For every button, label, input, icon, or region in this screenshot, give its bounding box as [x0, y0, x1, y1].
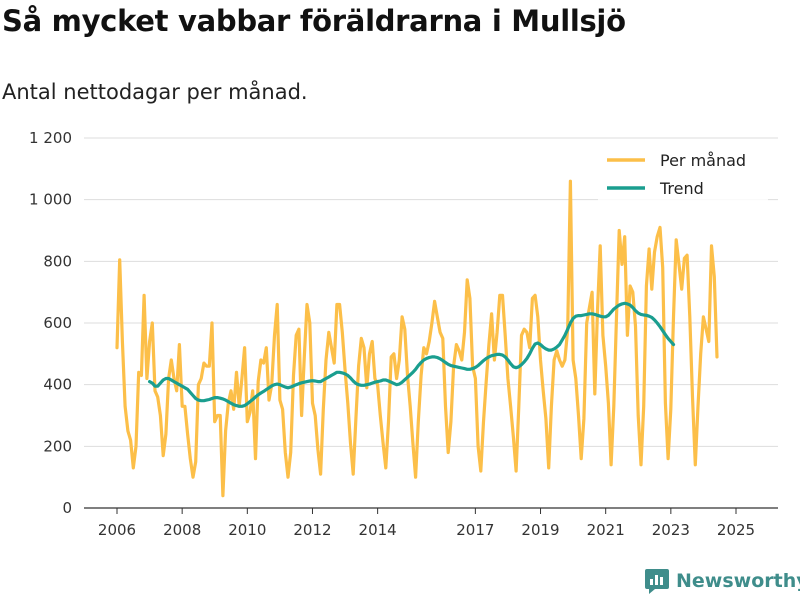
x-tick-label: 2010: [228, 521, 266, 539]
series-trend-line: [148, 301, 676, 408]
x-tick-label: 2025: [717, 521, 755, 539]
x-tick-label: 2023: [652, 521, 690, 539]
x-tick-label: 2012: [293, 521, 331, 539]
newsworthy-logo-icon: [645, 569, 669, 594]
x-tick-label: 2021: [587, 521, 625, 539]
y-tick-label: 800: [43, 252, 72, 270]
x-tick-label: 2008: [163, 521, 201, 539]
x-tick-label: 2019: [521, 521, 559, 539]
x-tick-label: 2017: [456, 521, 494, 539]
y-tick-label: 600: [43, 314, 72, 332]
chart-title: Så mycket vabbar föräldrarna i Mullsjö: [2, 4, 626, 38]
y-tick-label: 1 000: [29, 191, 72, 209]
legend-label-trend: Trend: [659, 179, 704, 198]
x-tick-label: 2006: [98, 521, 136, 539]
chart-subtitle: Antal nettodagar per månad.: [2, 80, 308, 104]
brand-logo: Newsworthy: [644, 568, 800, 594]
y-tick-label: 1 200: [29, 129, 72, 147]
x-tick-label: 2014: [359, 521, 397, 539]
legend-label-per-month: Per månad: [660, 151, 746, 170]
y-tick-label: 400: [43, 376, 72, 394]
brand-name: Newsworthy: [676, 570, 800, 592]
series-per-month-line: [115, 179, 719, 498]
y-tick-label: 0: [62, 499, 72, 517]
legend-background: [598, 146, 768, 204]
y-tick-label: 200: [43, 437, 72, 455]
